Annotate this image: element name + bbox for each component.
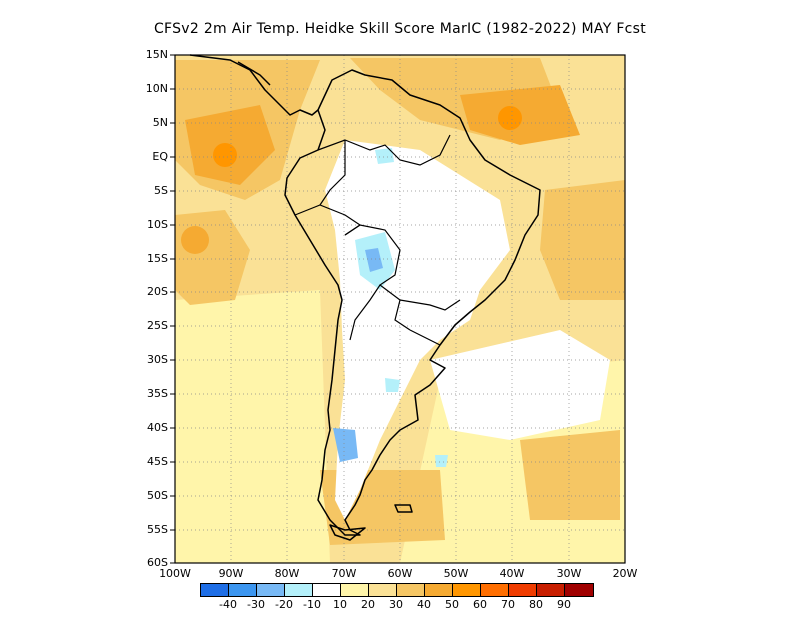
field-white-atlantic xyxy=(430,330,610,440)
lat-label: EQ xyxy=(152,150,168,163)
lon-label: 100W xyxy=(159,567,191,580)
south-america-coast xyxy=(284,69,541,536)
field-blue-patagonia xyxy=(333,428,358,462)
colorbar-swatch xyxy=(341,584,369,596)
tierra-del-fuego xyxy=(329,524,366,541)
colorbar-swatch xyxy=(257,584,285,596)
lon-label: 80W xyxy=(274,567,300,580)
lon-label: 20W xyxy=(612,567,638,580)
colorbar-label: 80 xyxy=(529,598,543,611)
lat-label: 30S xyxy=(147,353,168,366)
country-borders xyxy=(294,134,461,346)
lat-label: 10N xyxy=(145,82,168,95)
lat-label: 50S xyxy=(147,489,168,502)
field-hotspot-west xyxy=(181,226,209,254)
colorbar-swatch xyxy=(537,584,565,596)
field-white-land xyxy=(325,140,510,520)
lon-label: 70W xyxy=(331,567,357,580)
lon-label: 90W xyxy=(218,567,244,580)
colorbar-swatch xyxy=(313,584,341,596)
lon-label: 50W xyxy=(443,567,469,580)
lat-label: 15N xyxy=(145,48,168,61)
colorbar-swatch xyxy=(397,584,425,596)
lat-label: 45S xyxy=(147,455,168,468)
coastlines xyxy=(189,54,541,541)
colorbar-swatch xyxy=(229,584,257,596)
gridlines xyxy=(175,55,625,563)
colorbar-label: 20 xyxy=(361,598,375,611)
colorbar xyxy=(200,583,594,597)
lat-label: 10S xyxy=(147,218,168,231)
lat-label: 60S xyxy=(147,556,168,569)
lon-label: 60W xyxy=(387,567,413,580)
lat-label: 5N xyxy=(152,116,168,129)
colorbar-swatch xyxy=(481,584,509,596)
lat-label: 25S xyxy=(147,319,168,332)
lat-label: 20S xyxy=(147,285,168,298)
field-blue-andes-core xyxy=(365,248,383,272)
colorbar-label: -30 xyxy=(247,598,265,611)
colorbar-label: 30 xyxy=(389,598,403,611)
map-title: CFSv2 2m Air Temp. Heidke Skill Score Ma… xyxy=(153,21,647,37)
field-blue-small3 xyxy=(375,148,394,164)
caribbean-coast xyxy=(237,61,271,86)
field-hotspot-eq xyxy=(213,143,237,167)
plot-frame xyxy=(174,54,626,564)
field-light-south xyxy=(175,290,330,563)
lat-label: 35S xyxy=(147,387,168,400)
lon-label: 30W xyxy=(556,567,582,580)
colorbar-swatch xyxy=(453,584,481,596)
central-america-coast xyxy=(189,54,319,116)
lat-label: 55S xyxy=(147,523,168,536)
lat-label: 15S xyxy=(147,252,168,265)
axis-ticks xyxy=(170,54,175,564)
lat-label: 5S xyxy=(154,184,168,197)
colorbar-label: 70 xyxy=(501,598,515,611)
colorbar-swatch xyxy=(201,584,229,596)
field-orange-east xyxy=(540,180,625,300)
colorbar-swatch xyxy=(285,584,313,596)
field-hotspot-atl xyxy=(498,106,522,130)
colorbar-label: 90 xyxy=(557,598,571,611)
lon-label: 40W xyxy=(499,567,525,580)
colorbar-label: 40 xyxy=(417,598,431,611)
colorbar-label: -20 xyxy=(275,598,293,611)
colorbar-swatch xyxy=(509,584,537,596)
falklands xyxy=(394,504,413,513)
field-blue-small2 xyxy=(435,455,448,467)
field-blue-small1 xyxy=(385,378,400,392)
colorbar-swatch xyxy=(565,584,593,596)
lat-label: 40S xyxy=(147,421,168,434)
colorbar-swatch xyxy=(425,584,453,596)
colorbar-label: 10 xyxy=(333,598,347,611)
colorbar-label: -10 xyxy=(303,598,321,611)
colorbar-label: -40 xyxy=(219,598,237,611)
colorbar-label: 50 xyxy=(445,598,459,611)
field-orange-southeast xyxy=(520,430,620,520)
colorbar-label: 60 xyxy=(473,598,487,611)
colorbar-swatch xyxy=(369,584,397,596)
